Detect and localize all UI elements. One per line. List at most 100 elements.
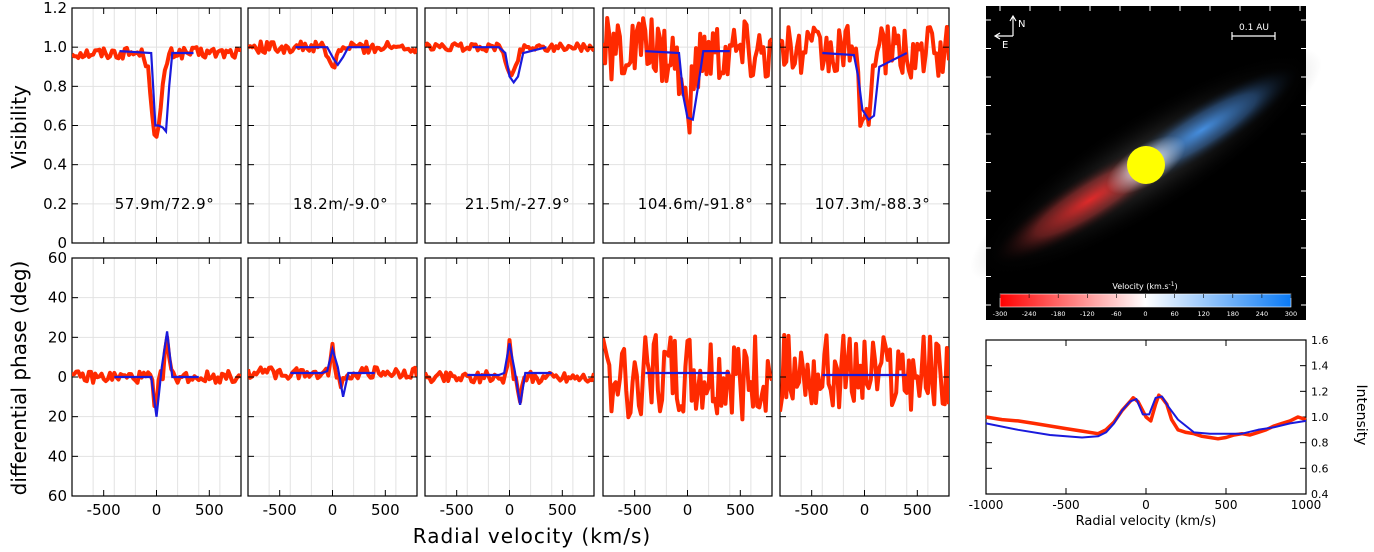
- phase-panel-5: -500 0 500: [779, 257, 950, 519]
- y-tick-label: 1.4: [1311, 360, 1329, 373]
- x-tick-label: 500: [371, 501, 400, 519]
- x-tick-label: 500: [1215, 498, 1238, 512]
- y-tick-label: 40: [48, 289, 67, 307]
- observed-series-line: [72, 45, 241, 139]
- model-series-line: [985, 395, 1307, 439]
- y-tick-label: 60: [48, 487, 67, 505]
- model-series-line: [119, 50, 194, 135]
- compass-north-label: N: [1018, 19, 1025, 30]
- y-tick-label: 1.2: [43, 0, 67, 17]
- observed-series-line: [603, 16, 772, 135]
- x-tick-label: -500: [795, 501, 829, 519]
- disk-image: N E 0.1 AU Velocity (km.s-1) -300 -240 -18…: [970, 6, 1322, 320]
- image-frame-ticks: [986, 6, 1306, 306]
- y-tick-label: 20: [48, 328, 67, 346]
- plot-area: [603, 333, 772, 422]
- plot-area: [603, 16, 772, 135]
- plot-area: [780, 23, 949, 128]
- observed-series-line: [425, 338, 594, 404]
- colorbar-tick-label: 0: [1143, 310, 1147, 318]
- vis-panel-4: 104.6m/-91.8°: [602, 7, 773, 244]
- y-tick-label: 40: [48, 447, 67, 465]
- plot-area: [72, 45, 241, 139]
- x-tick-label: -500: [87, 501, 121, 519]
- x-tick-label: -500: [440, 501, 474, 519]
- colorbar-tick-label: -240: [1022, 310, 1037, 318]
- observed-series-line: [780, 23, 949, 128]
- colorbar-tick-label: -180: [1051, 310, 1066, 318]
- plot-area: [780, 333, 949, 412]
- vis-panel-1: 0 0.2 0.4 0.6 0.8 1.0 1.2 57.9m/72.9°: [43, 0, 242, 252]
- x-tick-label: -500: [1052, 498, 1079, 512]
- model-series-line: [114, 331, 199, 417]
- plot-area: [425, 338, 594, 405]
- x-tick-label: -500: [263, 501, 297, 519]
- y-tick-label: 0.4: [43, 156, 67, 174]
- y-tick-label: 0: [57, 368, 67, 386]
- model-series-line: [472, 46, 547, 85]
- y-tick-label: 20: [48, 408, 67, 426]
- observed-series-line: [603, 333, 772, 422]
- vis-panel-5: 107.3m/-88.3°: [779, 7, 950, 244]
- y-tick-label: 1.0: [43, 38, 67, 56]
- intensity-x-axis-label: Radial velocity (km/s): [1076, 514, 1217, 529]
- baseline-label: 57.9m/72.9°: [115, 195, 214, 213]
- colorbar-tick-label: 60: [1170, 310, 1178, 318]
- x-tick-label: 0: [328, 501, 338, 519]
- observed-series-line: [248, 341, 417, 390]
- scale-bar: [1231, 32, 1276, 40]
- model-series-line: [645, 49, 730, 122]
- y-tick-label: 0.6: [43, 117, 67, 135]
- x-tick-label: 0: [152, 501, 162, 519]
- colorbar-tick-label: -60: [1111, 310, 1122, 318]
- observed-series-line: [248, 39, 417, 70]
- visibility-axis-label: Visibility: [7, 85, 31, 169]
- colorbar-tick-label: -120: [1080, 310, 1095, 318]
- x-tick-label: 500: [548, 501, 577, 519]
- visibility-panels: 0 0.2 0.4 0.6 0.8 1.0 1.2 57.9m/72.9° 18.2m/-9.0…: [43, 0, 950, 252]
- y-tick-label: 0.8: [1311, 437, 1329, 450]
- colorbar-tick-label: 240: [1256, 310, 1268, 318]
- colorbar-tick-label: 120: [1197, 310, 1209, 318]
- y-tick-label: 1.2: [1311, 385, 1329, 398]
- x-tick-label: 0: [1142, 498, 1150, 512]
- scale-bar-label: 0.1 AU: [1239, 23, 1269, 33]
- model-series-line: [822, 51, 908, 122]
- vis-panel-2: 18.2m/-9.0°: [247, 7, 418, 244]
- y-tick-label: 1.6: [1311, 334, 1329, 347]
- baseline-label: 21.5m/-27.9°: [465, 195, 570, 213]
- colorbar-tick-label: 180: [1227, 310, 1239, 318]
- x-tick-label: -1000: [969, 498, 1004, 512]
- phase-axis-label: differential phase (deg): [7, 261, 31, 496]
- baseline-label: 104.6m/-91.8°: [638, 195, 753, 213]
- colorbar-title: Velocity (km.s-1): [1112, 281, 1177, 291]
- compass: [993, 14, 1017, 40]
- plot-area: [248, 39, 417, 70]
- y-tick-label: 0.8: [43, 77, 67, 95]
- plot-area: [248, 341, 417, 398]
- colorbar-tick-label: 300: [1285, 310, 1297, 318]
- phase-panel-2: -500 0 500: [247, 257, 418, 519]
- model-series-line: [467, 343, 552, 405]
- colorbar-tick-label: -300: [993, 310, 1008, 318]
- observed-series-line: [780, 333, 949, 412]
- observed-series-line: [72, 335, 241, 408]
- y-tick-label: 0.6: [1311, 462, 1329, 475]
- x-tick-label: -500: [618, 501, 652, 519]
- y-tick-label: 60: [48, 249, 67, 267]
- y-tick-label: 0.2: [43, 195, 67, 213]
- x-tick-label: 0: [505, 501, 515, 519]
- vis-panel-3: 21.5m/-27.9°: [424, 7, 595, 244]
- plot-area: [425, 41, 594, 85]
- phase-panel-4: -500 0 500: [602, 257, 773, 519]
- x-tick-label: 500: [195, 501, 224, 519]
- x-tick-label: 1000: [1291, 498, 1322, 512]
- x-tick-label: 0: [683, 501, 693, 519]
- baseline-label: 107.3m/-88.3°: [815, 195, 930, 213]
- plot-area: [72, 331, 241, 417]
- colorbar-ticks: -300 -240 -180 -120 -60 0 60 120 180 240 300: [993, 294, 1297, 318]
- shared-x-axis-label: Radial velocity (km/s): [413, 524, 651, 548]
- model-series-line: [295, 46, 370, 67]
